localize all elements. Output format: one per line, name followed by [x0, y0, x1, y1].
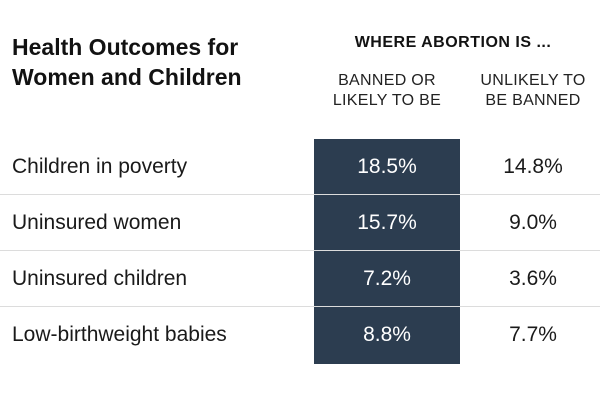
chart-title-line-2: Women and Children: [12, 64, 242, 90]
banned-column-highlight: [314, 139, 460, 364]
row-divider: [0, 194, 600, 195]
table-row: Children in poverty 18.5% 14.8%: [0, 139, 600, 194]
unlikely-value: 3.6%: [509, 267, 557, 290]
column-header-banned: BANNED OR LIKELY TO BE: [332, 72, 442, 109]
unlikely-value: 14.8%: [503, 155, 563, 178]
chart-title: Health Outcomes for Women and Children: [12, 32, 302, 92]
table-row: Uninsured women 15.7% 9.0%: [0, 195, 600, 250]
unlikely-value: 7.7%: [509, 323, 557, 346]
table-row: Uninsured children 7.2% 3.6%: [0, 251, 600, 306]
table-row: Low-birthweight babies 8.8% 7.7%: [0, 307, 600, 362]
banned-value: 15.7%: [357, 211, 417, 234]
chart-title-line-1: Health Outcomes for: [12, 34, 239, 60]
row-label: Low-birthweight babies: [12, 323, 227, 346]
column-header-unlikely: UNLIKELY TO BE BANNED: [480, 72, 586, 109]
banned-value: 7.2%: [363, 267, 411, 290]
group-header: WHERE ABORTION IS ...: [354, 34, 552, 51]
row-label: Uninsured children: [12, 267, 188, 290]
unlikely-value: 9.0%: [509, 211, 557, 234]
banned-value: 18.5%: [357, 155, 417, 178]
row-label: Children in poverty: [12, 155, 188, 178]
banned-value: 8.8%: [363, 323, 411, 346]
row-divider: [0, 250, 600, 251]
row-label: Uninsured women: [12, 211, 182, 234]
row-divider: [0, 306, 600, 307]
